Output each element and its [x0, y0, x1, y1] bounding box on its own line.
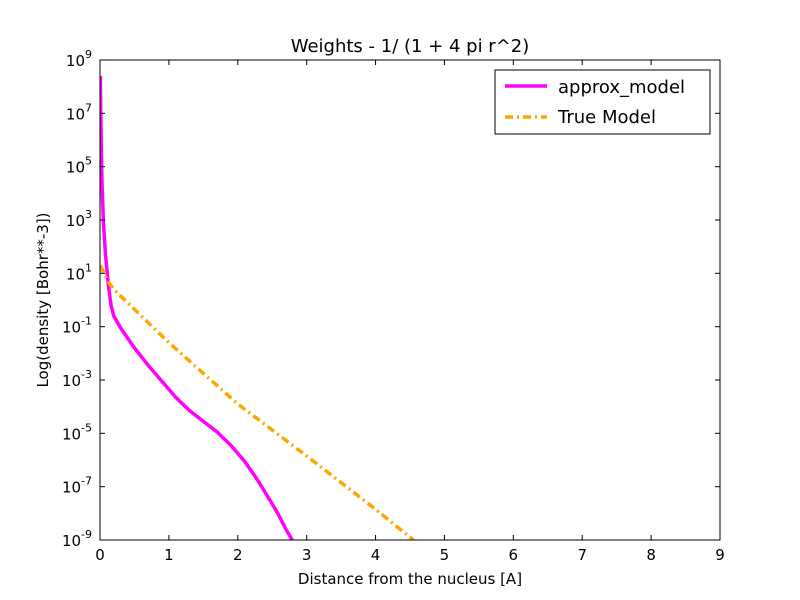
x-axis-label: Distance from the nucleus [A] [298, 570, 522, 588]
series-layer [100, 75, 415, 540]
y-tick-label: 105 [66, 155, 92, 177]
series-line-approx-model [100, 75, 294, 540]
y-tick-base: 10 [66, 159, 85, 177]
y-tick-base: 10 [62, 479, 81, 497]
y-tick-exponent: -1 [81, 315, 92, 328]
y-tick-label: 10-3 [62, 368, 92, 390]
y-tick-base: 10 [62, 372, 81, 390]
legend-label-approx-model: approx_model [558, 77, 685, 98]
y-tick-exponent: 3 [85, 208, 92, 221]
x-tick-label: 6 [509, 546, 519, 564]
y-tick-exponent: -9 [81, 528, 92, 541]
x-tick-label: 7 [577, 546, 587, 564]
y-tick-exponent: 5 [85, 155, 92, 168]
x-tick-label: 1 [164, 546, 174, 564]
legend-box [494, 69, 711, 135]
chart-title: Weights - 1/ (1 + 4 pi r^2) [291, 36, 530, 57]
y-tick-label: 10-7 [62, 475, 92, 497]
y-tick-base: 10 [66, 52, 85, 70]
y-tick-exponent: 9 [85, 48, 92, 61]
y-tick-base: 10 [62, 425, 81, 443]
y-tick-label: 10-9 [62, 528, 92, 550]
y-tick-base: 10 [66, 212, 85, 230]
x-axis-ticks: 0 1 2 3 4 5 6 7 8 9 [95, 60, 725, 564]
legend: approx_model True Model [494, 69, 711, 135]
x-tick-label: 3 [302, 546, 312, 564]
x-tick-label: 9 [715, 546, 725, 564]
y-tick-base: 10 [66, 105, 85, 123]
legend-label-true-model: True Model [557, 107, 656, 128]
x-tick-label: 5 [440, 546, 450, 564]
y-tick-exponent: -7 [81, 475, 92, 488]
y-tick-exponent: 7 [85, 101, 92, 114]
x-tick-label: 2 [233, 546, 243, 564]
x-tick-label: 8 [646, 546, 656, 564]
y-tick-label: 103 [66, 208, 92, 230]
y-tick-exponent: -3 [81, 368, 92, 381]
x-tick-label: 0 [95, 546, 105, 564]
y-tick-label: 10-5 [62, 421, 92, 443]
y-tick-exponent: 1 [85, 261, 92, 274]
plot-frame [99, 59, 721, 541]
y-tick-label: 101 [66, 261, 92, 283]
y-axis-label: Log(density [Bohr**-3]) [34, 212, 52, 387]
y-tick-label: 107 [66, 101, 92, 123]
x-tick-label: 4 [371, 546, 381, 564]
y-tick-label: 10-1 [62, 315, 92, 337]
y-tick-exponent: -5 [81, 421, 92, 434]
series-line-true-model [100, 264, 415, 540]
y-tick-base: 10 [62, 319, 81, 337]
y-tick-label: 109 [66, 48, 92, 70]
y-tick-base: 10 [66, 265, 85, 283]
y-tick-base: 10 [62, 532, 81, 550]
